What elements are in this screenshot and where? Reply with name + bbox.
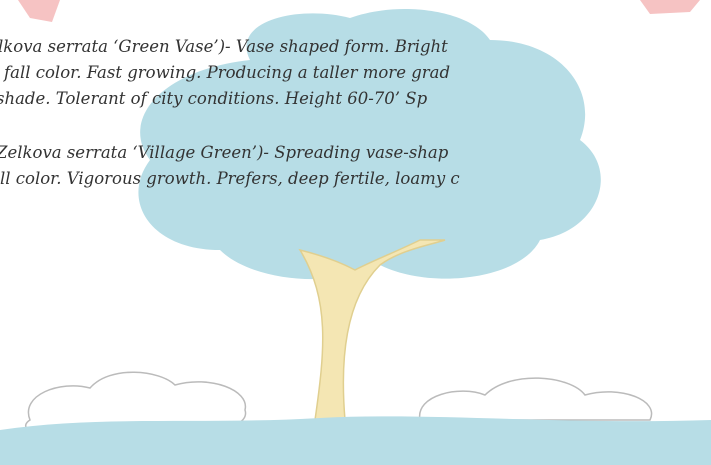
- ground: [0, 416, 711, 465]
- banner-fragment: [18, 0, 60, 22]
- text-line: lkova serrata ‘Green Vase’)- Vase shaped…: [0, 34, 711, 60]
- paragraph: lkova serrata ‘Green Vase’)- Vase shaped…: [0, 34, 711, 112]
- cloud: [420, 378, 652, 420]
- banner-fragment: [640, 0, 700, 14]
- page: lkova serrata ‘Green Vase’)- Vase shaped…: [0, 0, 711, 465]
- text-line: shade. Tolerant of city conditions. Heig…: [0, 86, 711, 112]
- text-line: Zelkova serrata ‘Village Green’)- Spread…: [0, 140, 711, 166]
- paragraph: Zelkova serrata ‘Village Green’)- Spread…: [0, 140, 711, 192]
- text-line: ll color. Vigorous growth. Prefers, deep…: [0, 166, 711, 192]
- text-line: fall color. Fast growing. Producing a ta…: [4, 60, 711, 86]
- text-block: lkova serrata ‘Green Vase’)- Vase shaped…: [0, 34, 711, 192]
